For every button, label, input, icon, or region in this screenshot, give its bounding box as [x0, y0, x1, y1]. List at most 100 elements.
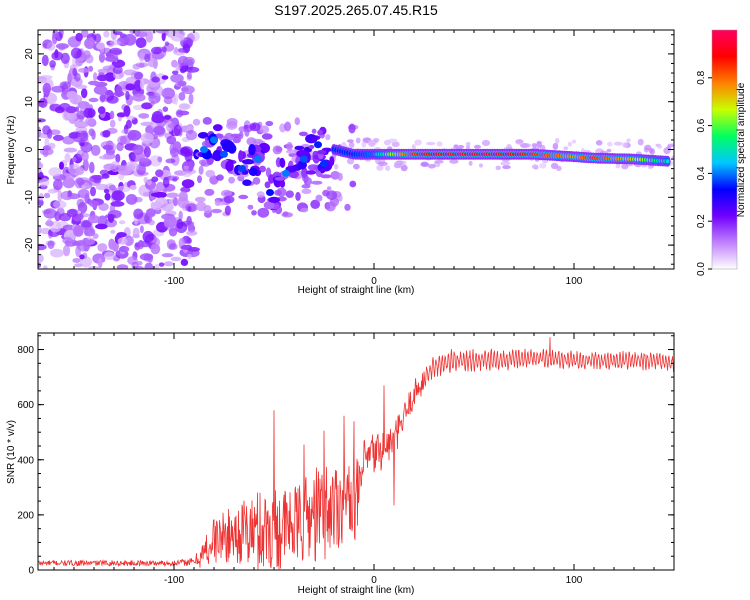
noise-blob — [138, 113, 150, 119]
noise-blob — [238, 194, 249, 200]
noise-blob — [38, 253, 44, 263]
noise-blob — [105, 214, 117, 219]
y-tick-label: -20 — [24, 237, 35, 252]
noise-blob — [243, 124, 249, 129]
colorbar-tick-label: 0.0 — [696, 262, 707, 276]
noise-blob — [131, 261, 139, 269]
noise-blob — [88, 215, 101, 224]
noise-blob — [185, 66, 200, 73]
noise-blob — [109, 64, 115, 70]
noise-blob — [142, 230, 154, 243]
noise-blob — [103, 30, 110, 38]
noise-blob — [173, 197, 178, 207]
noise-blob — [171, 59, 178, 68]
snr-frame — [37, 332, 675, 571]
cluster-blob — [320, 168, 326, 174]
noise-blob — [252, 177, 261, 185]
halo-blob — [531, 164, 539, 170]
noise-blob — [125, 194, 138, 205]
noise-blob — [185, 130, 198, 141]
noise-blob — [168, 243, 178, 250]
noise-blob — [72, 156, 77, 162]
noise-blob — [181, 179, 195, 189]
chart-title: S197.2025.265.07.45.R15 — [274, 2, 438, 18]
halo-blob — [502, 165, 511, 170]
noise-blob — [183, 165, 189, 170]
halo-blob — [657, 145, 663, 149]
noise-blob — [112, 65, 123, 75]
noise-blob — [111, 190, 125, 201]
halo-blob — [468, 160, 473, 166]
noise-blob — [133, 208, 144, 220]
halo-blob — [373, 138, 380, 143]
noise-blob — [76, 149, 85, 158]
noise-blob — [134, 71, 144, 80]
noise-blob — [177, 196, 189, 209]
cluster-blob — [213, 124, 223, 132]
noise-blob — [161, 31, 166, 42]
noise-blob — [192, 118, 201, 126]
noise-blob — [63, 147, 78, 153]
cluster-blob — [248, 144, 256, 156]
noise-blob — [186, 230, 198, 236]
noise-blob — [81, 184, 86, 190]
halo-blob — [671, 155, 674, 159]
halo-blob — [552, 142, 559, 150]
noise-blob — [38, 224, 42, 235]
noise-blob — [125, 90, 130, 101]
noise-blob — [47, 188, 58, 194]
noise-blob — [46, 41, 56, 51]
halo-blob — [556, 165, 562, 172]
noise-blob — [38, 126, 42, 138]
noise-blob — [103, 163, 117, 171]
noise-blob — [70, 47, 82, 59]
cluster-core — [238, 165, 246, 173]
cluster-core — [210, 136, 218, 144]
noise-blob — [135, 62, 149, 68]
noise-blob — [88, 65, 94, 72]
noise-blob — [204, 188, 215, 196]
y-tick-label: -10 — [24, 190, 35, 205]
noise-blob — [164, 41, 170, 46]
noise-blob — [173, 124, 182, 137]
noise-blob — [104, 192, 111, 201]
noise-blob — [147, 254, 153, 263]
noise-blob — [62, 177, 75, 189]
colorbar: 0.0 0.2 0.4 0.6 0.8 Normalized spectral ampl… — [696, 29, 747, 276]
noise-blob — [344, 203, 351, 211]
noise-blob — [117, 237, 128, 245]
cluster-blob — [238, 150, 244, 163]
cluster-core — [320, 160, 328, 168]
noise-blob — [151, 76, 160, 83]
noise-blob — [326, 186, 332, 191]
noise-blob — [274, 189, 282, 196]
noise-blob — [89, 36, 94, 45]
colorbar-tick-label: 0.8 — [696, 70, 707, 84]
snr-ticks: -100 0 100 0 200 400 600 800 — [17, 333, 675, 586]
noise-blob — [210, 208, 222, 214]
halo-blob — [376, 164, 384, 171]
noise-blob — [315, 194, 323, 202]
halo-blob — [348, 142, 355, 148]
noise-blob — [326, 190, 338, 201]
noise-blob — [62, 244, 71, 257]
noise-blob — [151, 176, 159, 183]
noise-blob — [42, 82, 52, 95]
cluster-blob — [316, 150, 327, 155]
noise-blob — [57, 190, 63, 202]
halo-blob — [555, 137, 560, 144]
noise-blob — [178, 103, 191, 110]
noise-blob — [249, 122, 261, 132]
noise-blob — [81, 88, 88, 99]
cluster-blob — [305, 134, 318, 144]
noise-blob — [188, 93, 194, 105]
noise-blob — [163, 261, 174, 267]
halo-blob — [621, 163, 629, 170]
noise-blob — [155, 169, 164, 178]
y-tick-label: 400 — [17, 455, 34, 466]
halo-blob — [615, 163, 621, 169]
halo-blob — [414, 139, 422, 146]
noise-blob — [123, 69, 137, 76]
noise-blob — [203, 204, 212, 214]
